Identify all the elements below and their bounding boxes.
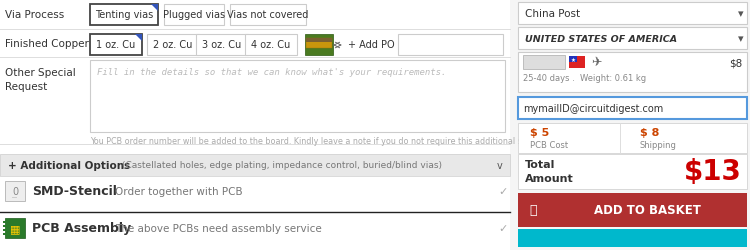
Text: Order together with PCB: Order together with PCB (115, 186, 243, 196)
Text: 3 oz. Cu: 3 oz. Cu (202, 40, 242, 50)
Text: ADD TO BASKET: ADD TO BASKET (593, 204, 700, 217)
Bar (515, 0, 750, 250)
Bar (518, 98, 747, 120)
Bar (90, 61, 505, 132)
Text: ✈: ✈ (591, 56, 602, 69)
Text: Fill in the details so that we can know what's your requirements.: Fill in the details so that we can know … (97, 68, 446, 77)
Bar (305, 35, 333, 56)
Polygon shape (135, 35, 142, 42)
Bar (306, 39, 332, 43)
Text: Vias not covered: Vias not covered (227, 10, 309, 20)
Bar (518, 124, 747, 154)
Text: $ 8: $ 8 (640, 128, 659, 138)
Text: 0: 0 (12, 186, 18, 196)
Text: (Castellated holes, edge plating, impedance control, buried/blind vias): (Castellated holes, edge plating, impeda… (122, 161, 442, 170)
Bar (523, 56, 565, 70)
Bar (569, 57, 577, 63)
Text: ✓: ✓ (498, 186, 507, 196)
Bar (3, 221, 6, 223)
Text: Finished Copper: Finished Copper (5, 39, 88, 49)
Bar (306, 39, 332, 49)
Text: ▦: ▦ (10, 223, 20, 233)
Polygon shape (151, 5, 158, 12)
Bar (5, 218, 25, 238)
Text: $ 5: $ 5 (530, 128, 549, 138)
Text: Registered Air: Registered Air (524, 63, 555, 67)
Bar (518, 3, 747, 25)
Text: v: v (497, 160, 502, 170)
Bar (518, 28, 747, 50)
Text: PCB Cost: PCB Cost (530, 141, 568, 150)
Bar (518, 229, 747, 247)
Text: $13: $13 (684, 157, 742, 185)
Bar (22, 221, 25, 223)
Bar (518, 193, 747, 227)
Bar (0, 154, 510, 176)
Text: $8: $8 (729, 58, 742, 68)
Bar (22, 233, 25, 235)
Text: China Post: China Post (525, 9, 580, 19)
Text: UNITED STATES OF AMERICA: UNITED STATES OF AMERICA (525, 34, 677, 43)
Text: Other Special
Request: Other Special Request (5, 68, 76, 92)
Bar (3, 225, 6, 227)
Text: ▾: ▾ (738, 34, 743, 44)
Text: + Add PO No.: + Add PO No. (348, 40, 414, 50)
Text: PCB Assembly: PCB Assembly (32, 222, 131, 234)
Text: China Post: China Post (524, 57, 556, 62)
Text: Plugged vias: Plugged vias (163, 10, 225, 20)
Bar (90, 35, 142, 56)
Text: 🛒: 🛒 (530, 204, 537, 217)
Bar (196, 35, 248, 56)
Text: 1 oz. Cu: 1 oz. Cu (96, 40, 136, 50)
Bar (230, 5, 306, 26)
Text: + Additional Options: + Additional Options (8, 160, 130, 170)
Text: ✓: ✓ (498, 223, 507, 233)
Text: Total
Amount: Total Amount (525, 160, 574, 183)
Text: 25-40 days .  Weight: 0.61 kg: 25-40 days . Weight: 0.61 kg (523, 74, 646, 83)
Text: ---: --- (12, 195, 18, 200)
Bar (518, 53, 747, 93)
Text: Via Process: Via Process (5, 10, 64, 20)
Text: 2 oz. Cu: 2 oz. Cu (153, 40, 193, 50)
Bar (147, 35, 199, 56)
Bar (398, 35, 503, 56)
Bar (518, 154, 747, 189)
Text: You PCB order number will be added to the board. Kindly leave a note if you do n: You PCB order number will be added to th… (90, 136, 549, 145)
Text: SMD-Stencil: SMD-Stencil (32, 185, 117, 198)
Bar (0, 0, 510, 250)
Text: Tenting vias: Tenting vias (94, 10, 153, 20)
Text: 4 oz. Cu: 4 oz. Cu (251, 40, 291, 50)
Bar (3, 233, 6, 235)
Bar (22, 229, 25, 231)
Text: mymailID@circuitdigest.com: mymailID@circuitdigest.com (523, 104, 663, 114)
Bar (164, 5, 224, 26)
Bar (245, 35, 297, 56)
Bar (569, 57, 585, 69)
Text: ★: ★ (571, 57, 575, 62)
Text: ▾: ▾ (738, 9, 743, 19)
Bar (3, 229, 6, 231)
Bar (22, 225, 25, 227)
Bar (5, 181, 25, 201)
Text: Shipping: Shipping (640, 141, 676, 150)
Text: The above PCBs need assembly service: The above PCBs need assembly service (115, 223, 322, 233)
Bar (90, 5, 158, 26)
